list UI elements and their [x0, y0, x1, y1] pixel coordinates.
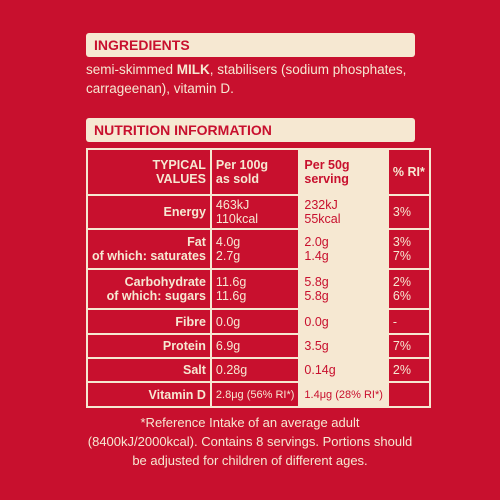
table-cell: 3% 7%: [386, 228, 431, 270]
table-cell: % RI*: [386, 148, 431, 196]
cell-line: 1.4μg (28% RI*): [304, 388, 383, 401]
cell-line: 0.0g: [304, 314, 329, 329]
ingredients-part: semi-skimmed: [86, 62, 177, 77]
cell-line: 4.0g: [215, 235, 241, 249]
cell-line: 2.0g: [304, 235, 329, 249]
cell-line: 2%: [392, 363, 411, 377]
footnote: *Reference Intake of an average adult (84…: [0, 413, 500, 470]
cell-line: 6%: [392, 289, 411, 303]
table-cell: 5.8g 5.8g: [298, 268, 389, 310]
table-cell: Energy: [86, 194, 212, 230]
cell-line: 7%: [392, 339, 411, 353]
cell-line: 1.4g: [304, 249, 329, 263]
cell-line: TYPICAL: [152, 158, 206, 172]
table-cell: [386, 381, 431, 408]
cell-line: 5.8g: [304, 275, 329, 289]
cell-line: 463kJ: [215, 198, 250, 212]
cell-line: 232kJ: [304, 198, 338, 212]
table-cell: 3%: [386, 194, 431, 230]
nutrient-row: Fat of which: saturates 4.0g 2.7g 2.0g 1.4g 3%…: [86, 228, 431, 270]
table-cell: 11.6g 11.6g: [209, 268, 301, 310]
table-cell: Protein: [86, 333, 212, 359]
table-cell: 2% 6%: [386, 268, 431, 310]
cell-line: VALUES: [156, 172, 206, 186]
cell-line: 0.0g: [215, 314, 241, 329]
cell-line: of which: sugars: [106, 289, 206, 303]
cell-line: 0.28g: [215, 363, 248, 377]
cell-line: 2.8μg (56% RI*): [215, 388, 295, 401]
table-cell: 0.14g: [298, 357, 389, 383]
table-cell: 6.9g: [209, 333, 301, 359]
table-cell: Fat of which: saturates: [86, 228, 212, 270]
cell-line: Salt: [182, 363, 206, 377]
table-cell: Vitamin D: [86, 381, 212, 408]
nutrient-row: Salt 0.28g 0.14g 2%: [86, 357, 431, 383]
footnote-line: be adjusted for children of different ag…: [132, 453, 368, 468]
cell-line: 3.5g: [304, 339, 329, 353]
cell-line: Carbohydrate: [124, 275, 206, 289]
cell-line: 11.6g: [215, 275, 247, 289]
nutrient-row: Energy 463kJ 110kcal 232kJ 55kcal 3%: [86, 194, 431, 230]
ingredients-text: semi-skimmed MILK, stabilisers (sodium p…: [86, 60, 406, 98]
cell-line: Fibre: [175, 314, 206, 329]
table-cell: 2.0g 1.4g: [298, 228, 389, 270]
nutrient-row: Fibre 0.0g 0.0g -: [86, 308, 431, 335]
cell-line: 3%: [392, 205, 411, 219]
table-cell: 0.0g: [209, 308, 301, 335]
nutrition-title: NUTRITION INFORMATION: [86, 118, 415, 142]
table-cell: 0.28g: [209, 357, 301, 383]
cell-line: 55kcal: [304, 212, 341, 226]
cell-line: 7%: [392, 249, 411, 263]
ingredients-part: , stabilisers (sodium phosphates,: [209, 62, 407, 77]
table-cell: 1.4μg (28% RI*): [298, 381, 389, 408]
table-cell: -: [386, 308, 431, 335]
cell-line: % RI*: [392, 165, 425, 179]
table-cell: 232kJ 55kcal: [298, 194, 389, 230]
cell-line: 3%: [392, 235, 411, 249]
table-cell: 4.0g 2.7g: [209, 228, 301, 270]
footnote-line: *Reference Intake of an average adult: [140, 415, 360, 430]
cell-line: 0.14g: [304, 363, 336, 377]
allergen: MILK: [176, 62, 210, 77]
cell-line: -: [392, 314, 398, 329]
cell-line: 5.8g: [304, 289, 329, 303]
cell-line: Per 50g: [304, 158, 350, 172]
cell-line: Per 100g: [215, 158, 269, 172]
table-cell: TYPICAL VALUES: [86, 148, 212, 196]
cell-line: of which: saturates: [92, 249, 206, 263]
table-cell: 3.5g: [298, 333, 389, 359]
footnote-line: (8400kJ/2000kcal). Contains 8 servings. …: [87, 434, 413, 449]
cell-line: 110kcal: [215, 212, 259, 226]
table-cell: Fibre: [86, 308, 212, 335]
ingredients-line: carrageenan), vitamin D.: [86, 79, 406, 98]
table-cell: Per 50g serving: [298, 148, 389, 196]
nutrition-table: TYPICAL VALUES Per 100g as sold Per 50g servi…: [86, 148, 431, 408]
cell-line: 11.6g: [215, 289, 247, 303]
cell-line: serving: [304, 172, 349, 186]
nutrient-row: Vitamin D 2.8μg (56% RI*) 1.4μg (28% RI*): [86, 381, 431, 408]
table-cell: 2.8μg (56% RI*): [209, 381, 301, 408]
table-cell: 463kJ 110kcal: [209, 194, 301, 230]
cell-line: Fat: [187, 235, 206, 249]
header-row: TYPICAL VALUES Per 100g as sold Per 50g servi…: [86, 148, 431, 196]
cell-line: as sold: [215, 172, 259, 186]
table-cell: Salt: [86, 357, 212, 383]
ingredients-part: carrageenan), vitamin D.: [86, 81, 234, 96]
nutrient-row: Protein 6.9g 3.5g 7%: [86, 333, 431, 359]
cell-line: 6.9g: [215, 339, 241, 353]
table-cell: 0.0g: [298, 308, 389, 335]
ingredients-title: INGREDIENTS: [86, 33, 415, 57]
nutrient-row: Carbohydrate of which: sugars 11.6g 11.6g 5.…: [86, 268, 431, 310]
cell-line: Vitamin D: [148, 387, 206, 402]
cell-line: 2%: [392, 275, 411, 289]
ingredients-line: semi-skimmed MILK, stabilisers (sodium p…: [86, 60, 406, 79]
table-cell: Per 100g as sold: [209, 148, 301, 196]
cell-line: Protein: [162, 339, 206, 353]
cell-line: 2.7g: [215, 249, 241, 263]
table-cell: 2%: [386, 357, 431, 383]
table-cell: 7%: [386, 333, 431, 359]
cell-line: Energy: [163, 205, 206, 219]
table-cell: Carbohydrate of which: sugars: [86, 268, 212, 310]
